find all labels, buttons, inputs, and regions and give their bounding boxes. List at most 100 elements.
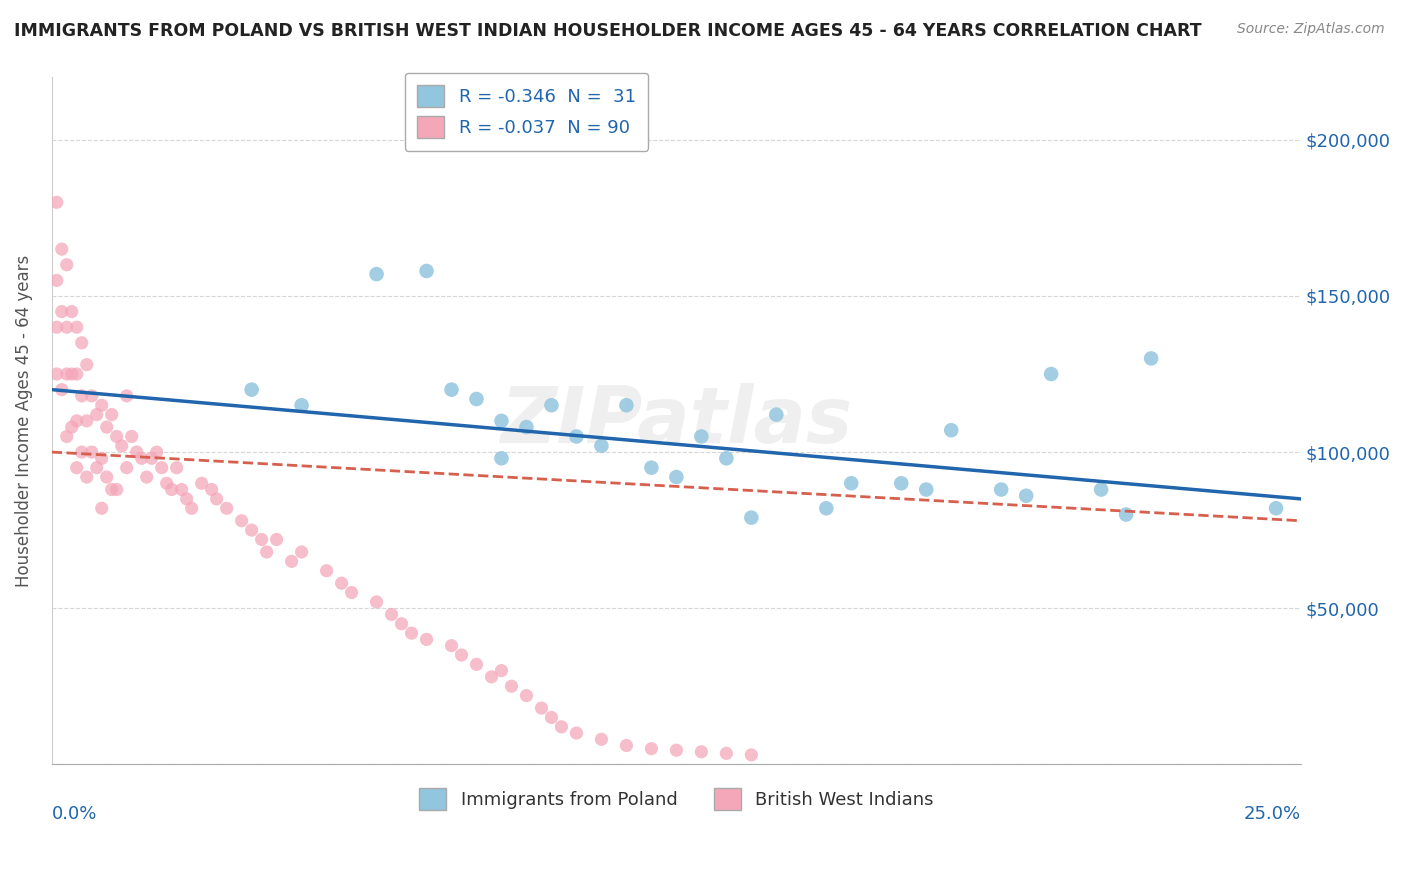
Point: [565, 726, 588, 740]
Point: [540, 710, 562, 724]
Point: [111, 439, 134, 453]
Point: [530, 701, 553, 715]
Point: [121, 429, 143, 443]
Point: [45, 320, 67, 334]
Point: [465, 392, 488, 406]
Point: [51, 242, 73, 256]
Point: [591, 439, 613, 453]
Point: [1040, 367, 1063, 381]
Point: [266, 533, 288, 547]
Point: [330, 576, 353, 591]
Point: [55, 429, 77, 443]
Point: [280, 554, 302, 568]
Point: [450, 648, 472, 662]
Text: IMMIGRANTS FROM POLAND VS BRITISH WEST INDIAN HOUSEHOLDER INCOME AGES 45 - 64 YE: IMMIGRANTS FROM POLAND VS BRITISH WEST I…: [14, 22, 1202, 40]
Point: [90, 451, 112, 466]
Point: [96, 420, 118, 434]
Point: [231, 514, 253, 528]
Point: [90, 398, 112, 412]
Point: [180, 501, 202, 516]
Point: [166, 460, 188, 475]
Point: [250, 533, 273, 547]
Point: [1015, 489, 1038, 503]
Point: [315, 564, 337, 578]
Point: [366, 267, 388, 281]
Point: [90, 501, 112, 516]
Point: [70, 445, 93, 459]
Point: [716, 747, 738, 761]
Point: [60, 367, 83, 381]
Point: [55, 367, 77, 381]
Point: [740, 510, 762, 524]
Point: [145, 445, 167, 459]
Point: [665, 470, 688, 484]
Point: [465, 657, 488, 672]
Point: [815, 501, 838, 516]
Point: [156, 476, 179, 491]
Point: [141, 451, 163, 466]
Point: [60, 304, 83, 318]
Point: [941, 423, 963, 437]
Point: [1115, 508, 1137, 522]
Point: [70, 389, 93, 403]
Point: [491, 664, 513, 678]
Point: [890, 476, 912, 491]
Point: [115, 389, 138, 403]
Point: [70, 335, 93, 350]
Point: [45, 367, 67, 381]
Point: [105, 429, 128, 443]
Point: [380, 607, 402, 622]
Point: [1265, 501, 1288, 516]
Point: [481, 670, 503, 684]
Point: [415, 632, 437, 647]
Point: [740, 747, 762, 762]
Text: 0.0%: 0.0%: [52, 805, 97, 823]
Point: [100, 408, 122, 422]
Point: [340, 585, 363, 599]
Text: ZIPatlas: ZIPatlas: [501, 383, 852, 458]
Point: [401, 626, 423, 640]
Point: [60, 420, 83, 434]
Point: [665, 743, 688, 757]
Point: [491, 414, 513, 428]
Point: [190, 476, 212, 491]
Point: [125, 445, 148, 459]
Point: [765, 408, 787, 422]
Point: [1090, 483, 1112, 497]
Point: [170, 483, 193, 497]
Point: [1140, 351, 1163, 366]
Point: [515, 420, 537, 434]
Legend: Immigrants from Poland, British West Indians: Immigrants from Poland, British West Ind…: [412, 780, 941, 817]
Point: [640, 460, 662, 475]
Point: [690, 745, 713, 759]
Point: [86, 460, 108, 475]
Point: [131, 451, 153, 466]
Text: 25.0%: 25.0%: [1244, 805, 1301, 823]
Point: [115, 460, 138, 475]
Point: [76, 358, 98, 372]
Point: [291, 398, 314, 412]
Point: [491, 451, 513, 466]
Point: [205, 491, 228, 506]
Point: [215, 501, 238, 516]
Point: [45, 273, 67, 287]
Point: [391, 616, 413, 631]
Point: [105, 483, 128, 497]
Point: [76, 470, 98, 484]
Point: [501, 679, 523, 693]
Point: [240, 383, 263, 397]
Point: [100, 483, 122, 497]
Point: [550, 720, 572, 734]
Point: [990, 483, 1012, 497]
Point: [839, 476, 862, 491]
Point: [135, 470, 157, 484]
Point: [51, 383, 73, 397]
Point: [591, 732, 613, 747]
Point: [515, 689, 537, 703]
Point: [76, 414, 98, 428]
Point: [55, 258, 77, 272]
Point: [366, 595, 388, 609]
Point: [66, 367, 89, 381]
Point: [565, 429, 588, 443]
Point: [66, 320, 89, 334]
